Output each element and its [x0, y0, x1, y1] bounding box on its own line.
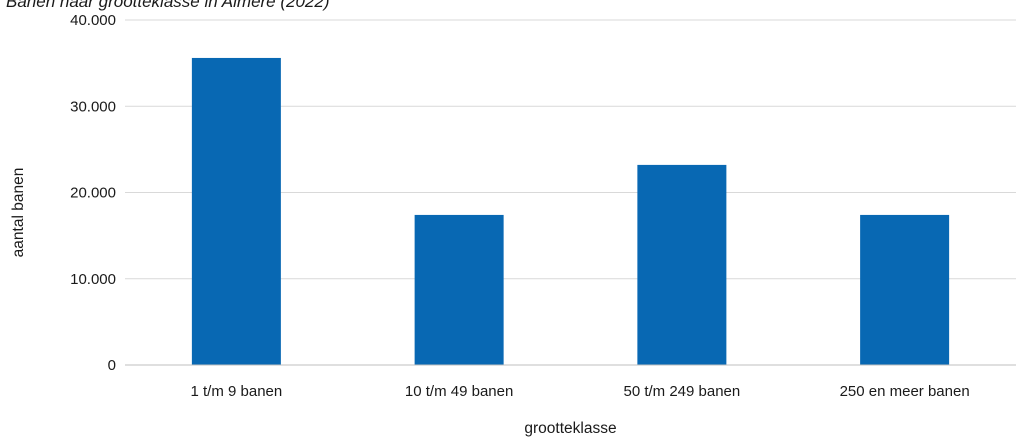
y-axis-title: aantal banen: [10, 168, 27, 258]
x-axis-ticks: 1 t/m 9 banen 10 t/m 49 banen 50 t/m 249 b…: [191, 383, 970, 400]
x-tick-label: 50 t/m 249 banen: [623, 383, 740, 400]
y-axis-ticks: 0 10.000 20.000 30.000 40.000: [70, 12, 116, 374]
bar: [637, 164, 727, 365]
bars: [191, 57, 950, 365]
x-axis-title: grootteklasse: [524, 420, 616, 437]
bar: [191, 57, 281, 365]
x-tick-label: 250 en meer banen: [840, 383, 970, 400]
y-tick-label: 40.000: [70, 12, 116, 29]
y-tick-label: 10.000: [70, 271, 116, 288]
x-tick-label: 10 t/m 49 banen: [405, 383, 513, 400]
chart-title: Banen naar grootteklasse in Almere (2022…: [6, 0, 330, 11]
y-tick-label: 20.000: [70, 185, 116, 202]
x-tick-label: 1 t/m 9 banen: [191, 383, 283, 400]
y-tick-label: 0: [108, 357, 116, 374]
y-tick-label: 30.000: [70, 98, 116, 115]
bar: [860, 214, 950, 365]
bar: [414, 214, 504, 365]
